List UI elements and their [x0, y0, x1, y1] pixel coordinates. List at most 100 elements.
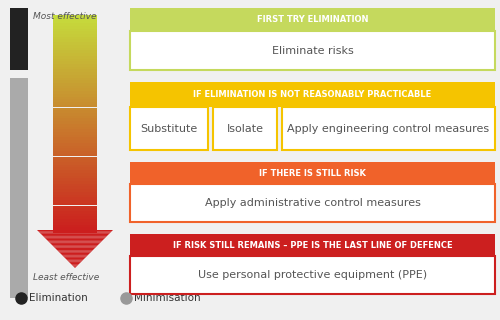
Polygon shape — [72, 266, 78, 267]
Polygon shape — [38, 231, 112, 233]
Bar — [130, 31, 495, 70]
Polygon shape — [48, 241, 102, 243]
Bar — [53, 148, 97, 151]
Bar — [53, 89, 97, 91]
Bar — [130, 234, 495, 256]
Bar — [53, 28, 97, 31]
Polygon shape — [54, 246, 96, 248]
Bar — [53, 173, 97, 176]
Polygon shape — [41, 234, 109, 235]
Bar — [53, 91, 97, 94]
Polygon shape — [62, 255, 88, 257]
Text: IF THERE IS STILL RISK: IF THERE IS STILL RISK — [259, 169, 366, 178]
Bar — [213, 107, 277, 150]
Bar — [53, 219, 97, 222]
Bar — [53, 67, 97, 69]
Bar — [53, 69, 97, 72]
Polygon shape — [70, 263, 80, 264]
Bar — [10, 8, 28, 70]
Bar — [53, 159, 97, 162]
Bar — [53, 124, 97, 126]
Bar — [53, 184, 97, 187]
Text: FIRST TRY ELIMINATION: FIRST TRY ELIMINATION — [257, 15, 368, 24]
Bar — [53, 50, 97, 53]
Bar — [130, 184, 495, 222]
Polygon shape — [60, 253, 90, 254]
Text: Apply engineering control measures: Apply engineering control measures — [288, 124, 490, 133]
Bar — [53, 195, 97, 197]
Bar — [53, 118, 97, 121]
Bar — [53, 203, 97, 205]
Polygon shape — [52, 245, 98, 246]
Bar — [53, 192, 97, 195]
Bar — [53, 83, 97, 86]
Bar — [53, 75, 97, 77]
Bar — [53, 176, 97, 178]
Polygon shape — [37, 230, 113, 231]
Text: Use personal protective equipment (PPE): Use personal protective equipment (PPE) — [198, 270, 427, 280]
Bar — [53, 31, 97, 34]
Bar — [53, 187, 97, 189]
Bar — [130, 8, 495, 31]
Bar — [53, 77, 97, 80]
Bar — [53, 197, 97, 200]
Bar — [53, 48, 97, 50]
Polygon shape — [66, 259, 84, 260]
Bar — [53, 15, 97, 18]
Bar — [53, 178, 97, 181]
Bar — [53, 181, 97, 184]
Bar — [53, 26, 97, 28]
Bar — [53, 146, 97, 148]
Bar — [53, 170, 97, 173]
Text: Isolate: Isolate — [226, 124, 264, 133]
Bar — [130, 107, 208, 150]
Text: IF RISK STILL REMAINS – PPE IS THE LAST LINE OF DEFENCE: IF RISK STILL REMAINS – PPE IS THE LAST … — [172, 241, 452, 250]
Bar — [53, 225, 97, 227]
Bar — [53, 205, 97, 208]
Polygon shape — [56, 249, 94, 250]
Bar — [130, 256, 495, 294]
Polygon shape — [74, 267, 76, 268]
Bar — [53, 80, 97, 83]
Bar — [53, 34, 97, 37]
Bar — [53, 138, 97, 140]
Polygon shape — [68, 260, 82, 262]
Polygon shape — [40, 233, 111, 234]
Bar — [53, 39, 97, 42]
Bar — [53, 53, 97, 56]
Bar — [53, 20, 97, 23]
Bar — [53, 110, 97, 113]
Bar — [53, 167, 97, 170]
Bar — [10, 78, 28, 298]
Bar — [53, 222, 97, 225]
Polygon shape — [61, 254, 89, 255]
Bar — [53, 42, 97, 45]
Bar — [53, 165, 97, 167]
Bar — [53, 108, 97, 110]
Bar — [53, 45, 97, 48]
Polygon shape — [54, 248, 96, 249]
Polygon shape — [65, 258, 85, 259]
Bar — [53, 116, 97, 118]
Bar — [53, 154, 97, 156]
Bar — [53, 72, 97, 75]
Polygon shape — [44, 236, 106, 237]
Bar — [53, 23, 97, 26]
Bar — [53, 151, 97, 154]
Bar — [53, 100, 97, 102]
Bar — [53, 59, 97, 61]
Polygon shape — [51, 244, 99, 245]
Bar — [53, 135, 97, 137]
Text: Eliminate risks: Eliminate risks — [272, 45, 353, 55]
Polygon shape — [71, 264, 79, 266]
Bar — [53, 61, 97, 64]
Polygon shape — [44, 237, 106, 239]
Text: Substitute: Substitute — [140, 124, 198, 133]
Bar — [53, 86, 97, 88]
Bar — [53, 64, 97, 67]
Bar — [53, 129, 97, 132]
Bar — [282, 107, 495, 150]
Bar — [53, 140, 97, 143]
Bar — [130, 162, 495, 184]
Polygon shape — [58, 252, 92, 253]
